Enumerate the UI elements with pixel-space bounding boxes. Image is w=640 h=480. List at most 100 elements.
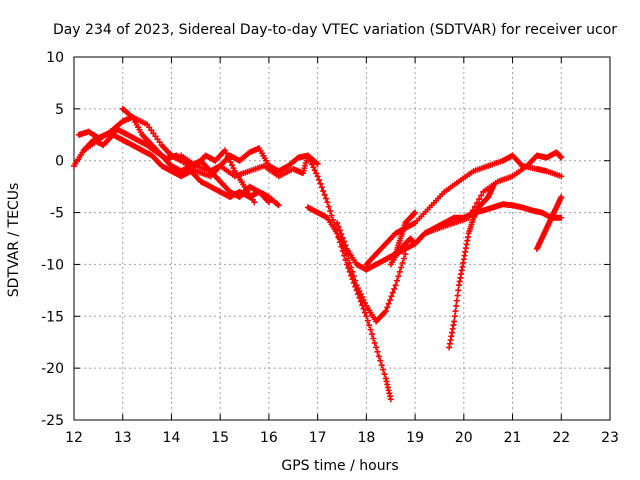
data-points [71,105,565,403]
data-point [387,296,394,303]
x-tick-label: 20 [455,430,473,446]
data-point [385,300,392,307]
data-point [395,273,402,280]
data-point [342,242,349,249]
x-tick-label: 17 [309,430,327,446]
data-point [398,264,405,271]
series-arc-12 [533,194,565,252]
data-point [371,339,378,346]
y-tick-label: -20 [41,361,64,377]
y-axis-label: SDTVAR / TECUs [6,183,22,298]
x-tick-label: 13 [114,430,132,446]
data-point [352,277,359,284]
x-tick-label: 19 [406,430,424,446]
data-point [338,231,345,238]
data-point [453,297,460,304]
x-axis-label: GPS time / hours [281,458,398,474]
data-point [558,173,565,180]
y-tick-label: -25 [41,413,64,429]
x-tick-label: 14 [163,430,181,446]
data-point [382,308,389,315]
data-point [339,234,346,241]
x-tick-label: 18 [357,430,375,446]
x-tick-label: 15 [211,430,229,446]
data-point [368,331,375,338]
data-point [335,223,342,230]
data-point [490,183,497,190]
data-point [384,304,391,311]
data-point [328,212,335,219]
data-point [334,219,341,226]
y-tick-label: 10 [46,50,64,66]
data-point [336,227,343,234]
data-point [387,396,394,403]
data-point [380,366,387,373]
data-point [363,313,370,320]
data-point [454,292,461,299]
data-point [320,188,327,195]
data-point [558,154,565,161]
data-point [348,264,355,271]
data-point [318,184,325,191]
data-point [265,199,272,206]
data-point [558,214,565,221]
data-point [327,208,334,215]
data-point [361,309,368,316]
data-point [399,259,406,266]
x-tick-label: 21 [504,430,522,446]
data-point [373,344,380,351]
data-point [314,173,321,180]
y-tick-label: 5 [55,102,64,118]
data-point [455,287,462,294]
data-point [366,322,373,329]
data-point [393,277,400,284]
data-point [558,194,565,201]
data-point [322,195,329,202]
y-tick-label: 0 [55,154,64,170]
data-point [341,238,348,245]
data-point [349,268,356,275]
data-point [367,326,374,333]
data-point [452,308,459,315]
data-point [451,318,458,325]
x-tick-label: 22 [552,430,570,446]
data-point [325,203,332,210]
series-arc-6 [304,204,409,325]
data-point [370,335,377,342]
data-point [396,268,403,275]
data-point [391,285,398,292]
data-point [381,371,388,378]
data-point [412,209,419,216]
series-arc-11 [446,183,497,351]
data-point [314,160,321,167]
data-point [374,348,381,355]
data-point [451,313,458,320]
data-point [389,289,396,296]
data-point [275,202,282,209]
data-point [317,180,324,187]
data-point [346,259,353,266]
data-point [400,255,407,262]
y-tick-label: -15 [41,309,64,325]
data-point [392,282,399,289]
chart-title: Day 234 of 2023, Sidereal Day-to-day VTE… [53,22,617,38]
plot-frame [73,56,611,421]
x-tick-label: 12 [65,430,83,446]
series-arc-10 [392,209,419,258]
data-point [476,196,483,203]
data-point [402,251,409,258]
data-point [377,357,384,364]
data-point [324,199,331,206]
x-tick-label: 23 [601,430,619,446]
data-point [350,273,357,280]
data-point [375,353,382,360]
y-tick-label: -10 [41,257,64,273]
data-point [453,302,460,309]
y-tick-label: -5 [50,206,64,222]
data-point [378,362,385,369]
data-point [478,192,485,199]
axis-ticks: 12 13 14 15 16 17 18 19 20 21 22 23 10 5 0 -5 -10 -15 -20 -… [41,50,619,446]
data-point [251,199,258,206]
